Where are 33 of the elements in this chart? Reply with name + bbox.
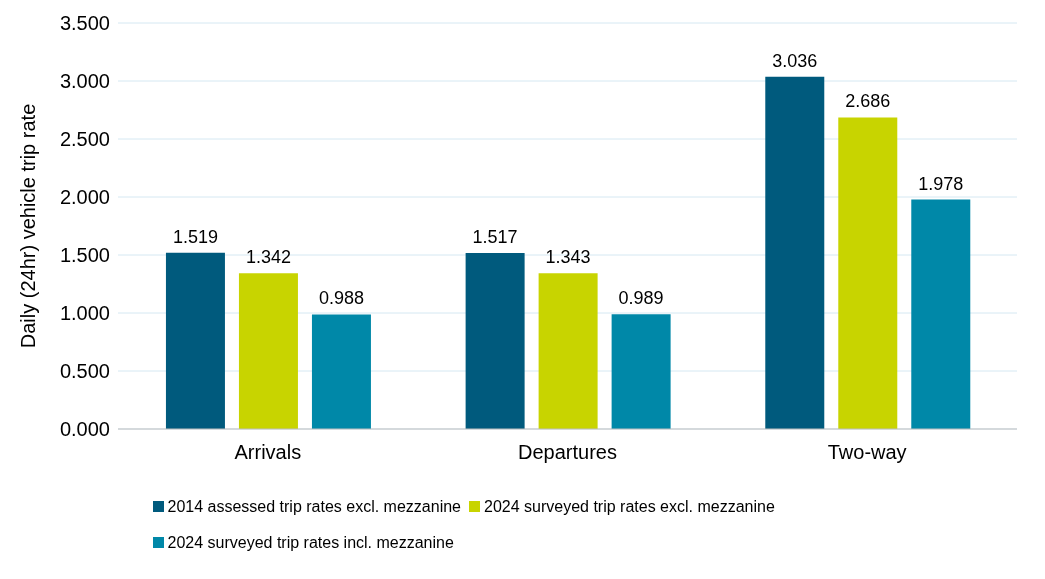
y-tick-label: 3.000: [59, 70, 110, 93]
x-tick-label: Departures: [518, 441, 617, 464]
data-label: 0.988: [318, 288, 364, 309]
y-tick-label: 2.000: [59, 186, 110, 209]
bar: [611, 314, 671, 429]
y-tick-label: 2.500: [59, 128, 110, 151]
data-label: 1.517: [472, 227, 518, 248]
bar: [838, 117, 898, 429]
y-tick-label: 0.000: [59, 418, 110, 441]
bar: [911, 199, 971, 429]
data-label: 1.519: [172, 226, 218, 247]
data-label: 1.343: [545, 247, 591, 268]
y-tick-label: 1.500: [59, 244, 110, 267]
data-label: 2.686: [845, 91, 891, 112]
y-tick-label: 3.500: [59, 12, 110, 35]
data-label: 1.342: [245, 247, 291, 268]
x-tick-label: Two-way: [827, 441, 907, 464]
y-axis-title: Daily (24hr) vehicle trip rate: [17, 103, 40, 349]
y-tick-label: 0.500: [59, 360, 110, 383]
bar: [238, 273, 298, 429]
x-tick-label: Arrivals: [234, 441, 302, 464]
legend-label: 2014 assessed trip rates excl. mezzanine: [166, 497, 461, 517]
bar: [765, 76, 825, 429]
data-label: 1.978: [918, 173, 964, 194]
y-tick-label: 1.000: [59, 302, 110, 325]
bar: [165, 252, 225, 429]
bar: [465, 253, 525, 429]
data-label: 0.989: [618, 288, 664, 309]
data-label: 3.036: [772, 50, 818, 71]
bar: [311, 314, 371, 429]
legend-label: 2024 surveyed trip rates incl. mezzanine: [166, 533, 454, 553]
bar: [538, 273, 598, 429]
legend-label: 2024 surveyed trip rates excl. mezzanine: [483, 497, 775, 517]
